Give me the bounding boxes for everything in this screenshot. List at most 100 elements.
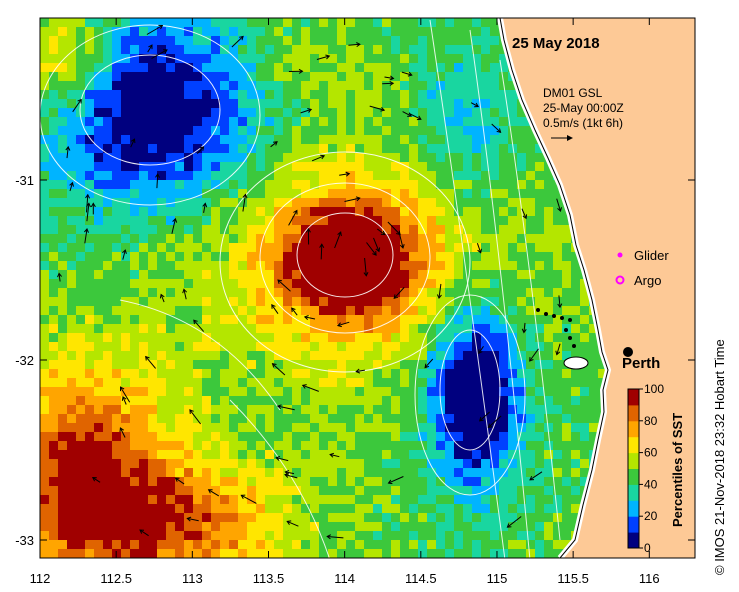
sst-cell [76, 387, 85, 396]
sst-cell [472, 387, 481, 396]
sst-cell [454, 144, 463, 153]
sst-cell [85, 342, 94, 351]
sst-cell [535, 522, 544, 531]
sst-cell [499, 243, 508, 252]
sst-cell [265, 315, 274, 324]
current-vector [86, 194, 89, 213]
sst-cell [148, 549, 157, 558]
sst-cell [229, 387, 238, 396]
sst-cell [301, 252, 310, 261]
sst-cell [481, 234, 490, 243]
sst-cell [409, 441, 418, 450]
sst-cell [472, 45, 481, 54]
colorbar-tick-label: 0 [644, 541, 651, 555]
sst-cell [508, 441, 517, 450]
current-vector [334, 231, 342, 249]
sst-cell [157, 531, 166, 540]
sst-cell [40, 207, 49, 216]
sst-cell [301, 72, 310, 81]
sst-cell [67, 198, 76, 207]
sst-cell [472, 81, 481, 90]
sst-cell [481, 315, 490, 324]
sst-cell [490, 18, 499, 27]
sst-cell [211, 144, 220, 153]
sst-cell [112, 270, 121, 279]
sst-cell [76, 360, 85, 369]
sst-cell [229, 270, 238, 279]
sst-cell [382, 324, 391, 333]
current-vector [529, 471, 543, 481]
sst-cell [103, 441, 112, 450]
sst-cell [121, 405, 130, 414]
sst-cell [85, 306, 94, 315]
sst-cell [256, 432, 265, 441]
sst-cell [454, 315, 463, 324]
sst-cell [274, 468, 283, 477]
sst-cell [454, 297, 463, 306]
sst-cell [283, 261, 292, 270]
sst-cell [409, 18, 418, 27]
sst-cell [463, 513, 472, 522]
sst-cell [166, 432, 175, 441]
sst-cell [310, 261, 319, 270]
sst-cell [472, 90, 481, 99]
sst-cell [166, 459, 175, 468]
sst-cell [67, 189, 76, 198]
sst-cell [571, 288, 580, 297]
sst-cell [211, 495, 220, 504]
sst-cell [130, 378, 139, 387]
sst-cell [139, 135, 148, 144]
sst-cell [373, 234, 382, 243]
sst-cell [229, 306, 238, 315]
sst-cell [499, 216, 508, 225]
sst-cell [130, 81, 139, 90]
sst-cell [49, 117, 58, 126]
sst-cell [103, 18, 112, 27]
sst-cell [112, 468, 121, 477]
sst-cell [490, 99, 499, 108]
sst-cell [418, 243, 427, 252]
sst-cell [337, 288, 346, 297]
sst-cell [274, 90, 283, 99]
sst-cell [112, 63, 121, 72]
sst-cell [472, 351, 481, 360]
sst-cell [436, 288, 445, 297]
sst-cell [184, 522, 193, 531]
sst-cell [472, 216, 481, 225]
sst-cell [175, 144, 184, 153]
sst-cell [76, 72, 85, 81]
sst-cell [211, 54, 220, 63]
sst-cell [463, 378, 472, 387]
sst-cell [436, 450, 445, 459]
sst-cell [184, 495, 193, 504]
sst-cell [319, 549, 328, 558]
sst-cell [85, 18, 94, 27]
sst-cell [418, 81, 427, 90]
sst-cell [373, 486, 382, 495]
sst-cell [211, 108, 220, 117]
sst-cell [409, 144, 418, 153]
sst-cell [265, 333, 274, 342]
sst-cell [436, 360, 445, 369]
sst-cell [481, 162, 490, 171]
sst-cell [274, 324, 283, 333]
sst-cell [526, 396, 535, 405]
sst-cell [490, 441, 499, 450]
current-vector [339, 173, 350, 176]
sst-cell [157, 108, 166, 117]
sst-cell [337, 162, 346, 171]
sst-cell [40, 36, 49, 45]
sst-cell [238, 234, 247, 243]
sst-cell [121, 522, 130, 531]
sst-cell [85, 423, 94, 432]
sst-cell [193, 198, 202, 207]
sst-cell [445, 414, 454, 423]
sst-cell [67, 450, 76, 459]
sst-cell [499, 162, 508, 171]
sst-cell [373, 189, 382, 198]
sst-cell [544, 333, 553, 342]
sst-cell [112, 279, 121, 288]
sst-cell [166, 486, 175, 495]
sst-cell [463, 171, 472, 180]
sst-cell [427, 432, 436, 441]
